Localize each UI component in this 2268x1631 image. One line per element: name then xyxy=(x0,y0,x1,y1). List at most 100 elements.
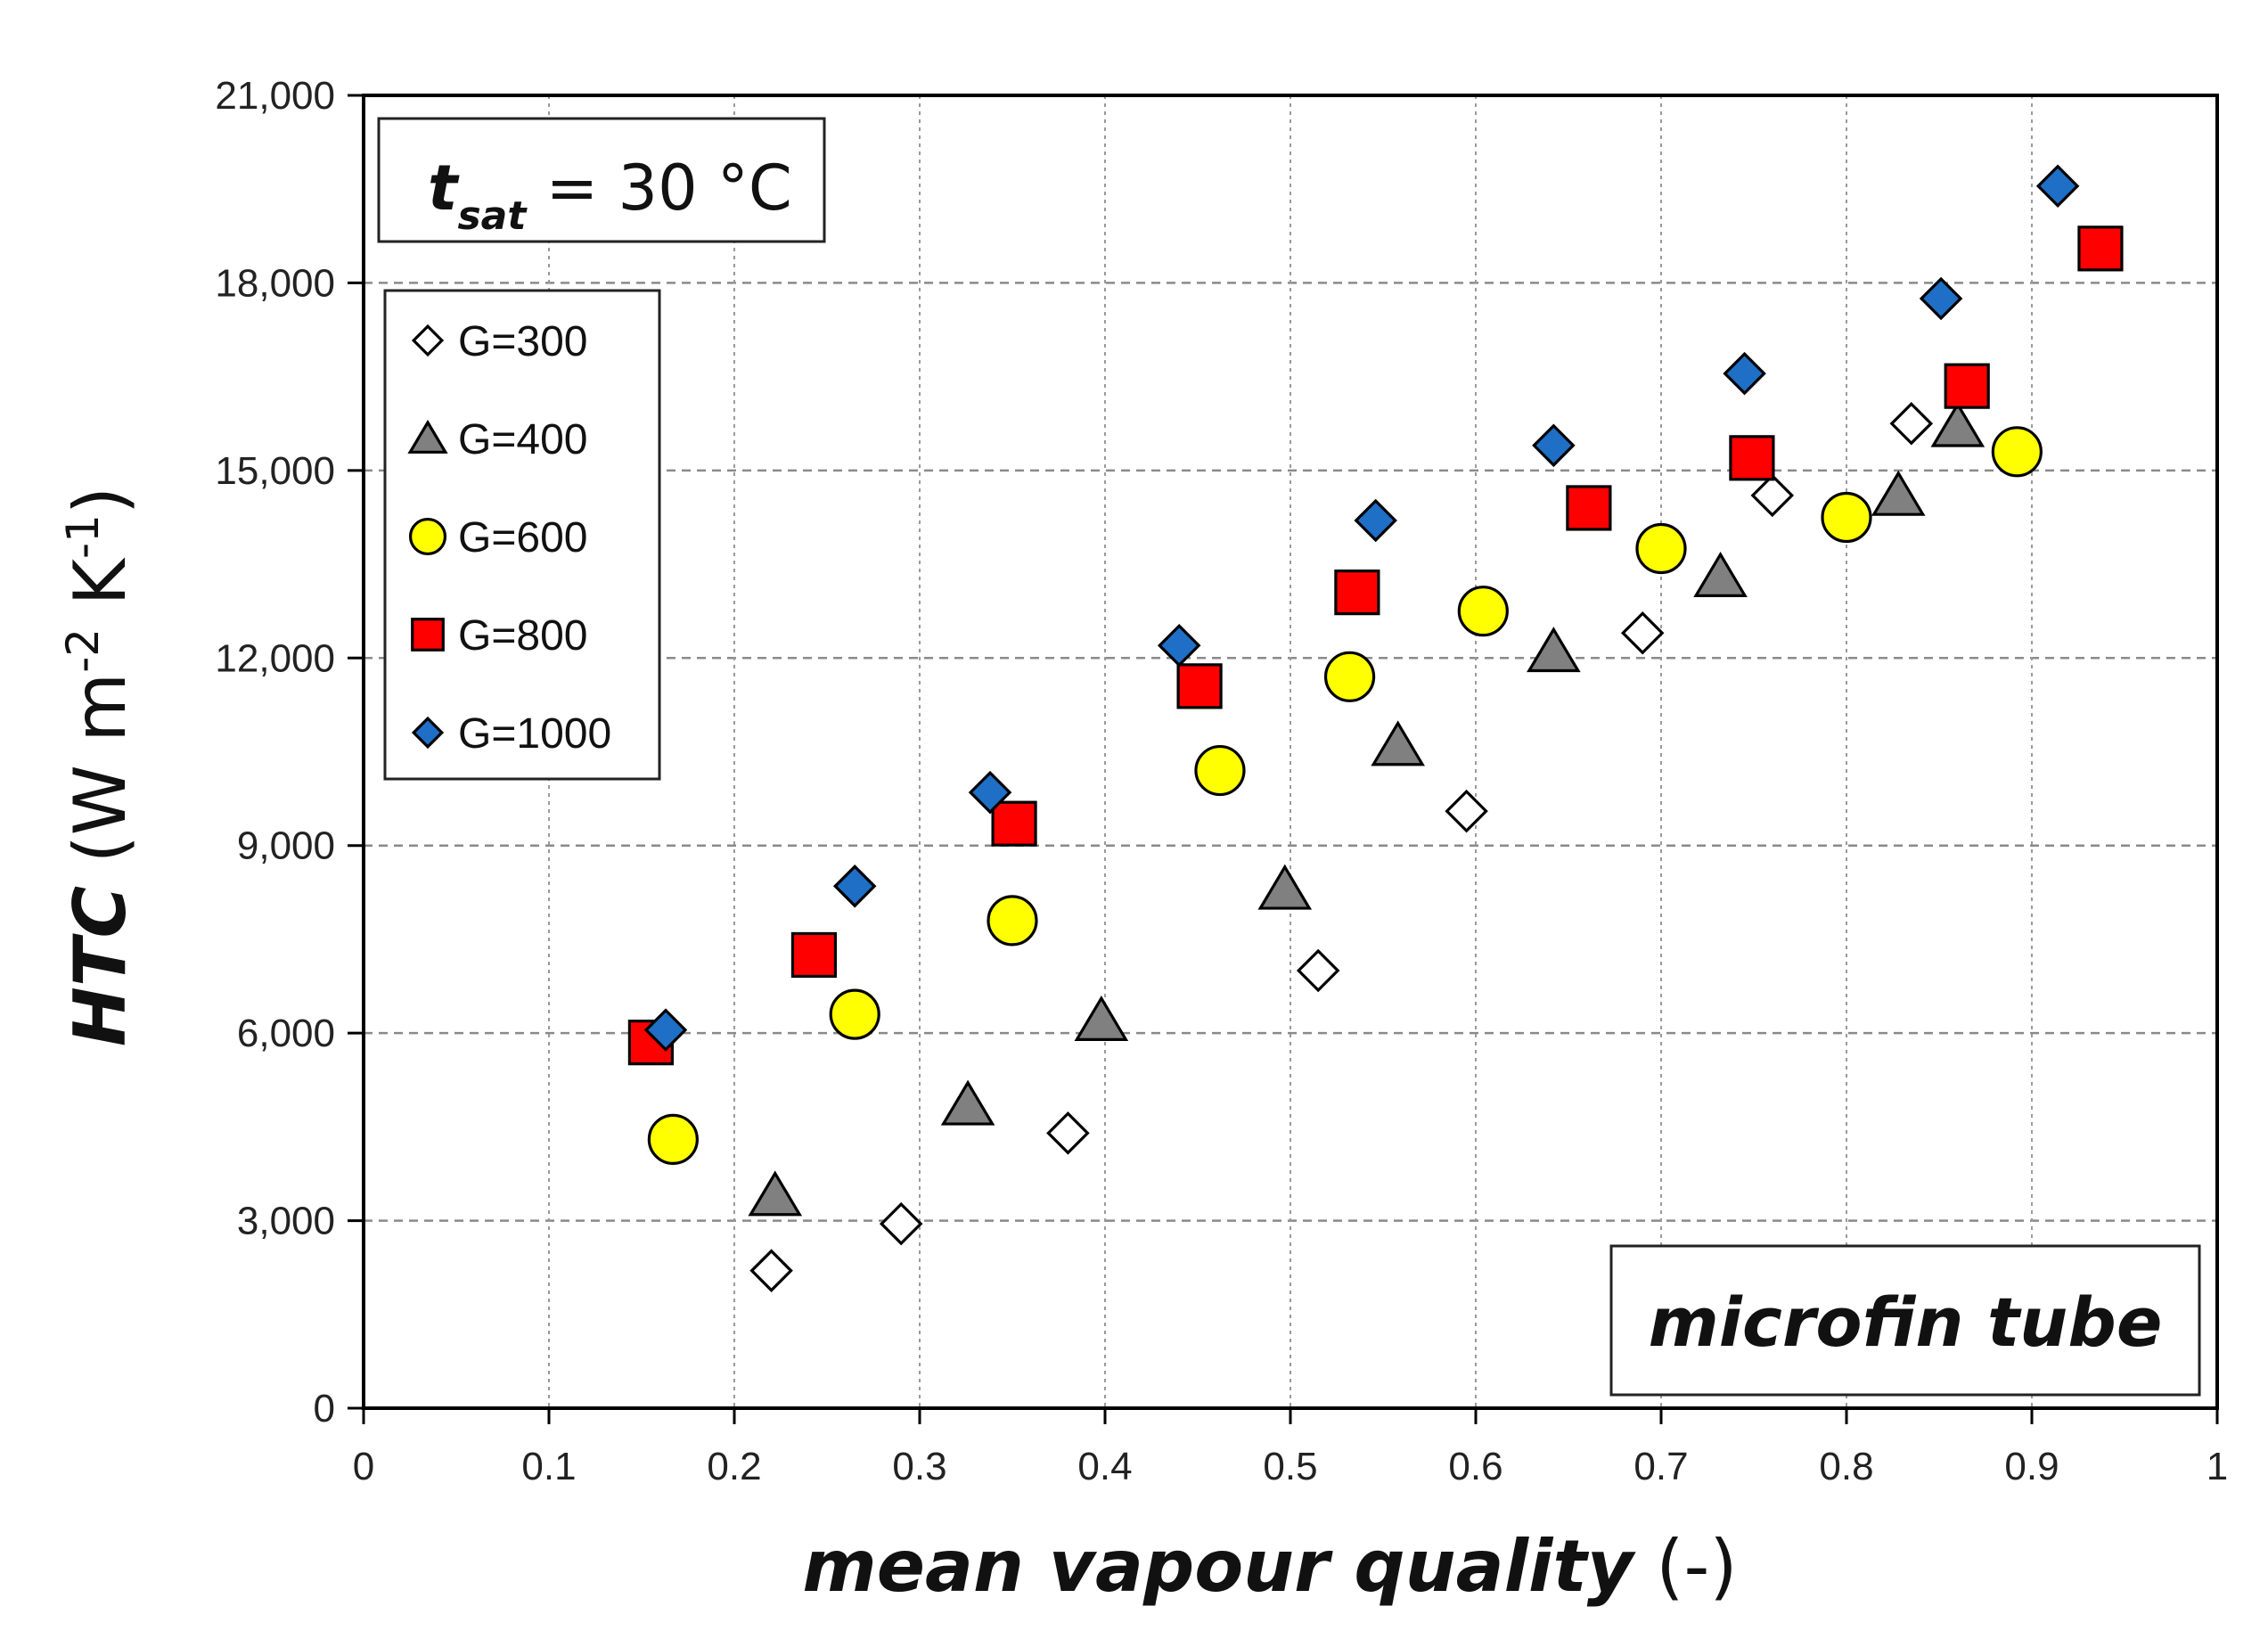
data-point xyxy=(643,1008,688,1052)
x-tick-label: 0.9 xyxy=(2004,1445,2059,1488)
x-tick-label: 0.1 xyxy=(521,1445,576,1488)
y-axis-title-italic: HTC xyxy=(59,886,142,1046)
data-point xyxy=(1296,948,1340,993)
legend-marker xyxy=(411,716,445,750)
x-axis-title-units: (-) xyxy=(1633,1525,1738,1608)
data-point xyxy=(1194,744,1246,797)
x-axis-title: mean vapour quality (-) xyxy=(802,1525,1737,1608)
svg-text:tsat = 30 °C: tsat = 30 °C xyxy=(428,152,792,239)
y-tick-label: 3,000 xyxy=(237,1200,335,1243)
y-tick-label: 9,000 xyxy=(237,824,335,868)
y-axis-title-close: ) xyxy=(59,487,142,514)
data-point xyxy=(1176,663,1223,709)
data-point xyxy=(1445,789,1488,833)
x-tick-label: 0.6 xyxy=(1448,1445,1502,1488)
data-point xyxy=(1323,651,1376,702)
data-point xyxy=(987,895,1038,947)
data-point xyxy=(1257,864,1313,910)
data-point xyxy=(1457,586,1509,637)
data-point xyxy=(1527,627,1581,673)
data-point xyxy=(1635,522,1687,575)
series-g-300 xyxy=(749,401,1934,1292)
x-axis-title-italic: mean vapour quality xyxy=(802,1525,1635,1608)
axis-ticks xyxy=(348,94,2219,1424)
data-point xyxy=(1889,401,1934,446)
annotation-box: microfin tube xyxy=(1609,1244,2201,1397)
x-tick-label: 0.7 xyxy=(1633,1445,1688,1488)
x-tick-label: 0.3 xyxy=(892,1445,946,1488)
condition-box: tsat = 30 °C xyxy=(377,117,826,243)
x-tick-label: 0 xyxy=(353,1445,374,1488)
data-point xyxy=(1371,720,1425,766)
x-tick-label: 0.5 xyxy=(1263,1445,1317,1488)
y-tick-label: 6,000 xyxy=(237,1012,335,1055)
legend-label: G=400 xyxy=(458,416,587,463)
data-point xyxy=(1871,470,1926,516)
y-tick-label: 21,000 xyxy=(215,74,335,118)
data-point xyxy=(790,931,838,979)
data-point xyxy=(2035,164,2080,208)
legend-label: G=1000 xyxy=(458,710,611,758)
series-g-600 xyxy=(647,426,2043,1165)
data-point xyxy=(1157,623,1201,668)
y-tick-labels: 0 3,000 6,000 9,000 12,000 15,000 18,000 21,000 xyxy=(215,74,335,1430)
data-point xyxy=(2077,225,2124,272)
legend-marker xyxy=(411,618,445,652)
data-point xyxy=(1046,1111,1090,1155)
data-point xyxy=(1944,363,1990,409)
x-tick-label: 1 xyxy=(2207,1445,2228,1488)
series-g-1000 xyxy=(643,164,2080,1052)
series-g-800 xyxy=(627,225,2124,1066)
data-point xyxy=(647,1113,699,1165)
legend-label: G=600 xyxy=(458,514,587,561)
data-point xyxy=(1354,498,1397,543)
data-point xyxy=(1821,491,1872,544)
data-point xyxy=(1693,551,1748,597)
condition-t: t xyxy=(428,152,460,225)
data-point xyxy=(1723,351,1766,396)
y-axis-title-sup-a: -2 xyxy=(57,628,109,673)
data-point xyxy=(1930,401,1986,447)
y-tick-label: 12,000 xyxy=(215,636,335,680)
annotation-text: microfin tube xyxy=(1649,1283,2163,1362)
y-tick-label: 18,000 xyxy=(215,261,335,305)
legend-label: G=800 xyxy=(458,612,587,660)
data-point xyxy=(748,1170,803,1217)
data-point xyxy=(940,1079,995,1126)
legend-marker xyxy=(408,517,447,556)
data-point xyxy=(1620,611,1665,655)
data-point xyxy=(1729,435,1775,481)
legend-label: G=300 xyxy=(458,318,587,365)
data-point xyxy=(1991,426,2043,478)
x-tick-label: 0.8 xyxy=(1819,1445,1873,1488)
x-tick-labels: 0 0.1 0.2 0.3 0.4 0.5 0.6 0.7 0.8 0.9 1 xyxy=(353,1445,2228,1488)
condition-sub: sat xyxy=(457,193,528,239)
data-point xyxy=(1074,995,1129,1041)
y-axis-title: HTC (W m-2 K-1) xyxy=(57,487,142,1046)
data-point xyxy=(991,800,1037,847)
data-point xyxy=(1334,570,1380,616)
data-point xyxy=(1919,276,1963,321)
data-point xyxy=(749,1249,793,1292)
data-point xyxy=(832,865,877,908)
x-tick-label: 0.2 xyxy=(707,1445,761,1488)
data-point xyxy=(879,1201,923,1246)
data-point xyxy=(829,988,880,1040)
y-tick-label: 15,000 xyxy=(215,449,335,493)
y-axis-title-units-a: (W m xyxy=(59,673,142,886)
legend: G=300 G=400 G=600 G=800 G=1000 xyxy=(383,289,661,781)
grid xyxy=(364,95,2217,1408)
series-g-400 xyxy=(748,401,1986,1217)
condition-value: = 30 °C xyxy=(526,152,791,225)
y-tick-label: 0 xyxy=(314,1387,335,1430)
data-point xyxy=(1750,473,1795,518)
y-axis-title-units-b: K xyxy=(59,556,142,627)
x-tick-label: 0.4 xyxy=(1077,1445,1132,1488)
data-point xyxy=(1566,485,1612,531)
legend-marker xyxy=(407,419,448,454)
y-axis-title-sup-b: -1 xyxy=(57,514,109,559)
legend-marker xyxy=(411,324,445,357)
data-points xyxy=(627,164,2124,1292)
data-point xyxy=(1532,423,1576,468)
